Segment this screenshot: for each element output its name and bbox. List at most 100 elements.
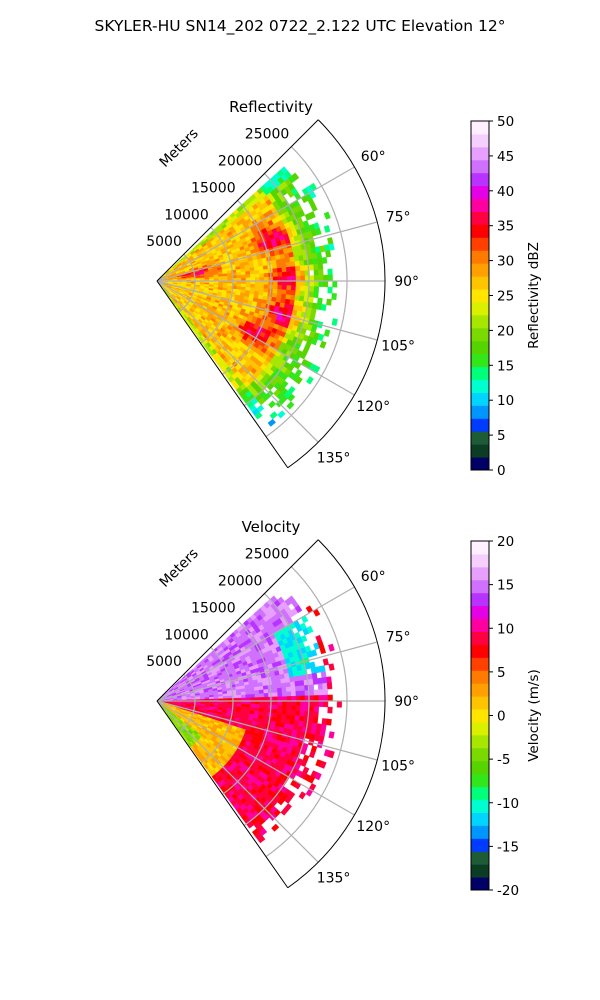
colorbar-swatch [471,786,489,801]
colorbar-swatch [471,618,489,632]
radar-cell [318,274,324,282]
radar-cell [327,706,333,714]
radar-cell [268,400,277,409]
radar-cell [277,284,283,290]
radar-cell [321,256,328,264]
radar-cell [263,704,269,710]
radar-cell [336,700,342,708]
radar-cell [240,271,246,276]
radar-cell [327,268,333,276]
radar-cell [254,704,260,709]
colorbar-swatch [471,418,489,432]
colorbar-tick-label: 10 [497,621,514,637]
radar-cell [332,280,338,288]
radar-cell [271,823,280,832]
radar-cell [319,665,326,673]
radar-cell [276,289,283,295]
radar-cell [271,683,278,690]
radar-cell [328,643,335,652]
radar-cell [245,270,251,276]
radar-cell [272,688,278,694]
colorbar-swatch [471,250,489,264]
angular-tick-label: 105° [381,759,415,775]
radar-cell [289,294,296,301]
radar-cell [306,376,314,385]
radar-cell [313,280,320,287]
radar-cell [313,700,320,707]
colorbar-swatch [471,340,489,355]
colorbar-swatch [471,146,489,161]
radar-cell [310,203,318,212]
colorbar-swatch [471,159,489,174]
radar-cell [318,280,324,288]
radar-cell [318,694,324,702]
radar-cell [277,410,286,419]
radial-tick-label: 5000 [146,234,182,250]
radar-cell [281,687,287,693]
radar-cell [295,275,301,282]
colorbar-swatch [471,851,489,865]
radar-cell [328,731,335,739]
colorbar-swatch [471,553,489,568]
radar-cell [286,700,292,706]
radar-cell [323,694,329,702]
radar-cell [295,705,301,712]
colorbar-label: Reflectivity dBZ [526,242,542,349]
colorbar-label: Velocity (m/s) [526,669,542,762]
radar-cell [300,695,306,702]
radar-cell [236,274,242,279]
colorbar-swatch [471,838,489,852]
radar-cell [272,280,278,286]
radial-tick-label: 15000 [191,180,236,196]
radar-cell [327,237,334,245]
radar-cell [262,685,269,691]
colorbar-swatch [471,133,489,148]
colorbar-swatch [471,812,489,826]
radar-cell [281,285,288,291]
radar-cell [291,280,297,287]
radar-cell [259,273,265,278]
radar-cell [317,683,324,690]
radar-cell [245,694,251,699]
colorbar-swatch [471,185,489,200]
angular-tick-label: 75° [386,629,411,645]
radar-cell [300,280,306,287]
radar-cell [319,646,327,655]
colorbar-tick-label: 20 [497,323,514,339]
radar-cell [254,273,260,278]
radar-cell [250,273,256,278]
radar-cell [282,696,288,702]
radar-cell [272,288,278,294]
radar-cell [259,284,265,289]
radar-cell [250,704,256,709]
colorbar-swatch [471,799,489,813]
radar-cell [227,695,233,699]
radar-cell [309,695,315,702]
radar-cell [298,791,307,800]
radar-cell [277,692,283,698]
radar-cell [281,267,287,273]
colorbar-swatch [471,301,489,316]
colorbar-swatch [471,644,489,658]
radar-cell [300,690,306,697]
radar-cell [291,700,297,707]
radial-tick-label: 25000 [245,547,290,563]
colorbar-tick-label: 10 [497,393,514,409]
radar-cell [262,265,269,271]
radar-cell [290,266,296,272]
radar-cell [280,262,287,269]
radar-cell [289,714,296,721]
radar-cell [316,251,323,259]
radar-cell [259,704,265,709]
angular-tick-label: 120° [356,819,390,835]
radar-cell [250,693,256,698]
radar-cell [313,291,319,299]
colorbar-swatch [471,353,489,368]
colorbar-swatch [471,379,489,393]
radar-cell [313,706,320,713]
colorbar-swatch [471,864,489,878]
radar-cell [236,703,242,708]
radar-cell [313,269,320,276]
radar-cell [326,682,333,690]
